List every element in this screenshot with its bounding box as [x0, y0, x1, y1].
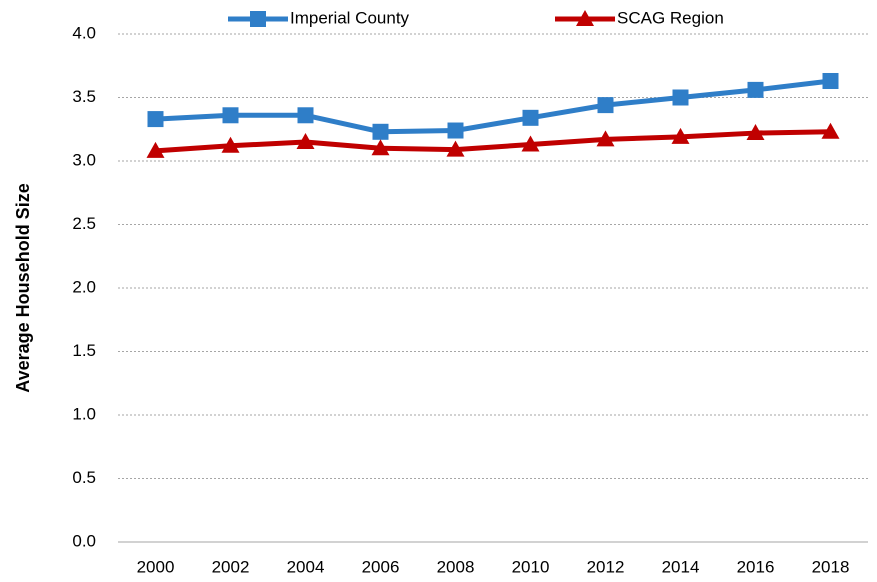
x-tick-label: 2002: [212, 557, 250, 576]
data-point: [671, 127, 690, 144]
x-tick-label: 2000: [137, 557, 175, 576]
data-point: [447, 122, 464, 139]
legend-label: Imperial County: [290, 8, 410, 27]
data-point: [746, 124, 765, 141]
data-point: [747, 81, 764, 98]
data-point: [147, 111, 164, 128]
data-point: [446, 140, 465, 157]
x-tick-label: 2018: [812, 557, 850, 576]
data-point: [822, 72, 839, 89]
data-point: [372, 123, 389, 140]
y-tick-label: 0.5: [72, 468, 96, 487]
data-point: [672, 89, 689, 106]
data-point: [221, 136, 240, 153]
y-tick-label: 2.0: [72, 277, 96, 296]
y-tick-label: 3.0: [72, 150, 96, 169]
y-tick-label: 2.5: [72, 214, 96, 233]
legend-label: SCAG Region: [617, 8, 724, 27]
data-point: [821, 122, 840, 139]
y-tick-label: 4.0: [72, 23, 96, 42]
x-tick-label: 2008: [437, 557, 475, 576]
data-point: [222, 107, 239, 124]
data-point: [596, 130, 615, 147]
data-point: [522, 109, 539, 126]
y-tick-label: 1.5: [72, 341, 96, 360]
data-point: [297, 107, 314, 124]
y-axis-title: Average Household Size: [13, 183, 33, 392]
y-tick-label: 0.0: [72, 531, 96, 550]
data-point: [296, 132, 315, 149]
x-tick-label: 2014: [662, 557, 700, 576]
x-tick-label: 2006: [362, 557, 400, 576]
x-tick-label: 2016: [737, 557, 775, 576]
x-tick-label: 2004: [287, 557, 325, 576]
legend-marker: [576, 10, 594, 26]
x-tick-label: 2010: [512, 557, 550, 576]
data-point: [597, 97, 614, 114]
data-point: [146, 141, 165, 158]
legend-marker: [250, 11, 266, 27]
x-tick-label: 2012: [587, 557, 625, 576]
data-point: [521, 135, 540, 152]
series-line: [155, 129, 831, 154]
series-line: [155, 78, 831, 135]
y-tick-label: 1.0: [72, 404, 96, 423]
y-tick-label: 3.5: [72, 87, 96, 106]
data-point: [371, 139, 390, 156]
